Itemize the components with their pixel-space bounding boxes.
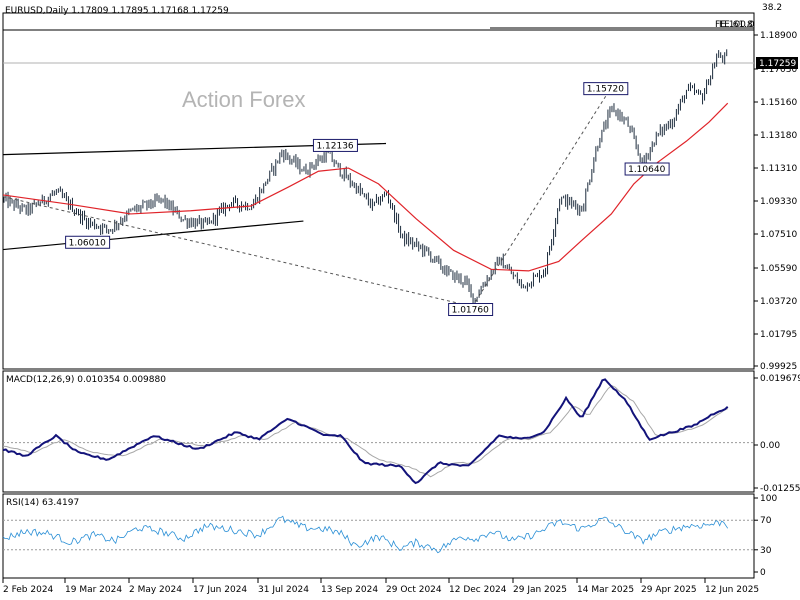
price-tick-3: 1.13180	[760, 131, 797, 141]
x-tick-0: 2 Feb 2024	[3, 585, 54, 595]
macd-main-line	[2, 378, 729, 485]
annotation-box-2	[448, 303, 494, 317]
rsi-panel: RSI(14) 63.4197 100 70 30 0	[2, 493, 777, 579]
macd-series	[2, 378, 754, 485]
x-tick-4: 31 Jul 2024	[258, 585, 309, 595]
rsi-tick-2: 30	[760, 546, 772, 556]
annotation-box-1	[65, 235, 111, 249]
x-tick-7: 12 Dec 2024	[449, 585, 507, 595]
rsi-title: RSI(14) 63.4197	[6, 498, 79, 508]
x-tick-5: 13 Sep 2024	[321, 585, 378, 595]
price-tick-1: 1.17030	[760, 65, 797, 75]
annotation-label-3: 1.15720	[587, 85, 624, 95]
x-tick-2: 2 May 2024	[129, 585, 182, 595]
fib-labels: 38.2 FE 100.0FE 61.8	[715, 3, 782, 30]
x-tick-1: 19 Mar 2024	[65, 585, 122, 595]
x-tick-9: 14 Mar 2025	[577, 585, 634, 595]
macd-panel: MACD(12,26,9) 0.010354 0.009880 0.019679…	[2, 370, 800, 494]
x-axis: 2 Feb 2024 19 Mar 2024 2 May 2024 17 Jun 20…	[2, 578, 759, 595]
current-price-box	[756, 57, 798, 69]
rsi-tick-0: 100	[760, 494, 777, 504]
price-tick-2: 1.15160	[760, 98, 797, 108]
price-series	[2, 27, 754, 308]
dashed-line-1	[471, 87, 612, 307]
rsi-tick-3: 0	[760, 568, 766, 578]
macd-tick-2: -0.012552	[760, 484, 800, 494]
annotation-label-4: 1.10640	[628, 165, 665, 175]
price-tick-4: 1.11310	[760, 164, 797, 174]
price-tick-6: 1.07510	[760, 230, 797, 240]
price-tick-10: 0.99925	[760, 362, 797, 372]
macd-tick-1: 0.00	[760, 441, 780, 451]
annotation-box-3	[583, 82, 629, 96]
x-tick-11: 12 Jun 2025	[705, 585, 759, 595]
annotation-label-2: 1.01760	[452, 306, 489, 316]
macd-signal-line	[2, 385, 728, 478]
price-tick-7: 1.05590	[760, 264, 797, 274]
current-price-label: 1.17259	[759, 59, 796, 69]
price-tick-0: 1.18900	[760, 31, 797, 41]
x-tick-6: 29 Oct 2024	[386, 585, 442, 595]
fib-label-fe100: FE 100.0	[715, 20, 755, 30]
x-tick-8: 29 Jan 2025	[513, 585, 567, 595]
rsi-tick-1: 70	[760, 516, 772, 526]
macd-title: MACD(12,26,9) 0.010354 0.009880	[6, 375, 166, 385]
macd-tick-0: 0.019679	[760, 374, 800, 384]
trendline-1	[2, 220, 304, 251]
x-tick-3: 17 Jun 2024	[193, 585, 247, 595]
price-y-axis: 1.18900 1.17030 1.15160 1.13180 1.11310 1.093…	[754, 31, 798, 372]
dashed-line-0	[2, 196, 473, 307]
price-tick-8: 1.03720	[760, 297, 797, 307]
fib-label-fe618: FE 61.8	[719, 20, 753, 30]
annotation-box-0	[312, 138, 358, 152]
price-annotations: 1.12136 1.06010 1.01760 1.15720 1.10640	[65, 82, 670, 317]
annotation-label-0: 1.12136	[316, 141, 353, 151]
rsi-series	[2, 515, 754, 554]
watermark: Action Forex	[182, 87, 306, 112]
fib-label-38: 38.2	[762, 3, 782, 13]
x-tick-10: 29 Apr 2025	[641, 585, 697, 595]
annotation-box-4	[624, 162, 670, 176]
price-panel: EURUSD,Daily 1.17809 1.17895 1.17168 1.1…	[2, 3, 798, 372]
annotation-label-1: 1.06010	[69, 238, 106, 248]
price-title: EURUSD,Daily 1.17809 1.17895 1.17168 1.1…	[5, 6, 229, 16]
rsi-line	[2, 515, 729, 554]
rsi-y-axis: 100 70 30 0	[754, 494, 777, 578]
macd-y-axis: 0.019679 0.00 -0.012552	[754, 374, 800, 494]
price-tick-9: 1.01795	[760, 330, 797, 340]
price-tick-5: 1.09330	[760, 197, 797, 207]
